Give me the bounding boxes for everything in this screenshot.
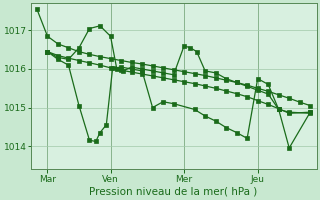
X-axis label: Pression niveau de la mer( hPa ): Pression niveau de la mer( hPa ) [90,187,258,197]
